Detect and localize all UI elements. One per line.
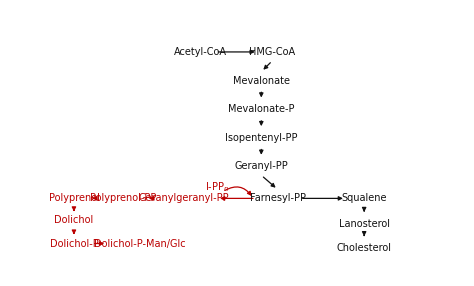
Text: Dolichol: Dolichol bbox=[55, 215, 93, 225]
Text: Dolichol-P: Dolichol-P bbox=[50, 239, 98, 249]
Text: Acetyl-CoA: Acetyl-CoA bbox=[174, 47, 227, 57]
Text: Geranylgeranyl-PP: Geranylgeranyl-PP bbox=[139, 193, 229, 203]
Text: Farnesyl-PP: Farnesyl-PP bbox=[250, 193, 306, 203]
Text: Polyprenol: Polyprenol bbox=[48, 193, 100, 203]
Text: I-PP$_n$: I-PP$_n$ bbox=[205, 180, 229, 194]
Text: Isopentenyl-PP: Isopentenyl-PP bbox=[225, 133, 298, 143]
Text: Mevalonate: Mevalonate bbox=[233, 76, 290, 86]
Text: Squalene: Squalene bbox=[341, 193, 387, 203]
Text: Lanosterol: Lanosterol bbox=[338, 219, 390, 229]
Text: Mevalonate-P: Mevalonate-P bbox=[228, 104, 294, 114]
Text: Cholesterol: Cholesterol bbox=[337, 243, 392, 253]
Text: Polyprenol-PP: Polyprenol-PP bbox=[91, 193, 157, 203]
Text: Geranyl-PP: Geranyl-PP bbox=[235, 162, 288, 171]
Text: Dolichol-P-Man/Glc: Dolichol-P-Man/Glc bbox=[94, 239, 186, 249]
Text: HMG-CoA: HMG-CoA bbox=[249, 47, 295, 57]
